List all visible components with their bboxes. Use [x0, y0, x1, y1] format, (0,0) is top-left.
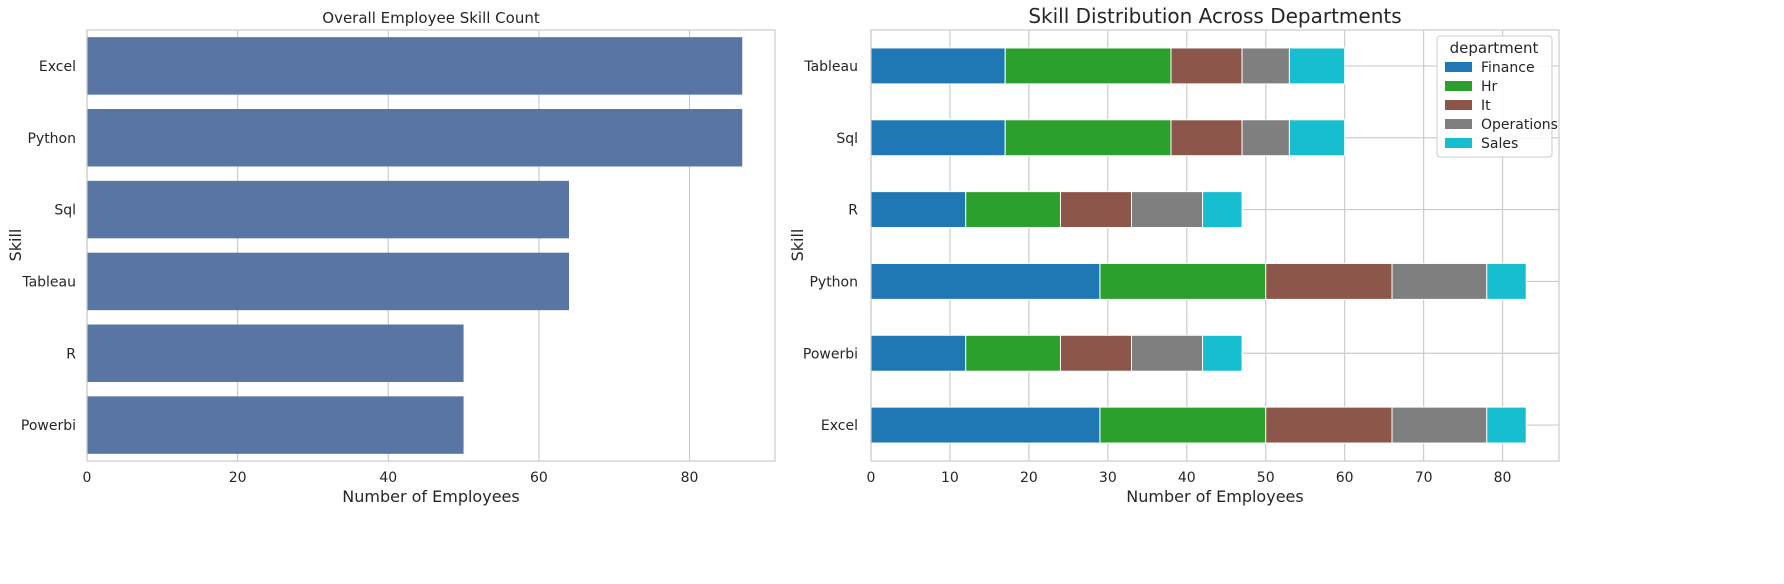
bar-sql-it	[1170, 119, 1243, 157]
x-tick-label: 40	[1178, 470, 1196, 486]
x-tick-label: 0	[867, 470, 876, 486]
x-tick-label: 40	[379, 470, 397, 486]
x-tick-label: 60	[1336, 470, 1354, 486]
x-tick-label: 10	[941, 470, 959, 486]
y-tick-label: Sql	[836, 131, 858, 147]
bars	[87, 37, 743, 454]
x-axis-label: Number of Employees	[1126, 487, 1303, 506]
bar-tableau-it	[1170, 47, 1243, 85]
legend-label-finance: Finance	[1481, 60, 1535, 76]
chart-title: Overall Employee Skill Count	[322, 9, 540, 27]
x-tick-label: 50	[1257, 470, 1275, 486]
y-tick-label: Powerbi	[21, 418, 76, 434]
bar-python	[87, 109, 743, 167]
y-tick-labels: Excel Python Sql Tableau R Powerbi	[21, 59, 76, 434]
bar-excel-finance	[870, 406, 1101, 444]
bar-excel-operations	[1391, 406, 1488, 444]
bar-r-hr	[965, 191, 1061, 229]
y-axis-label: Skill	[788, 229, 807, 262]
x-tick-label: 80	[1494, 470, 1512, 486]
bar-r-finance	[870, 191, 967, 229]
bar-excel-hr	[1099, 406, 1267, 444]
legend-label-operations: Operations	[1481, 117, 1558, 133]
x-tick-labels: 0 20 40 60 80	[83, 470, 699, 486]
bar-tableau	[87, 252, 570, 311]
y-tick-label: Excel	[39, 59, 76, 75]
bar-powerbi-operations	[1131, 334, 1204, 372]
y-tick-label: Tableau	[803, 59, 858, 75]
legend-title: department	[1450, 39, 1539, 57]
bar-tableau-finance	[870, 47, 1006, 85]
bar-excel-sales	[1486, 406, 1527, 444]
bar-sql-sales	[1288, 119, 1346, 157]
x-tick-label: 20	[229, 470, 247, 486]
chart-title: Skill Distribution Across Departments	[1028, 4, 1401, 28]
y-tick-label: Python	[27, 131, 76, 147]
y-tick-labels: Tableau Sql R Python Powerbi Excel	[803, 59, 858, 434]
legend-label-hr: Hr	[1481, 79, 1498, 95]
legend-label-sales: Sales	[1481, 136, 1518, 152]
bar-r-operations	[1131, 191, 1204, 229]
skill-count-chart: 0 20 40 60 80 ExcelPythonSqlTableauRPowerbi …	[6, 9, 776, 506]
legend-swatch-hr	[1445, 81, 1472, 91]
bar-python-operations	[1391, 262, 1488, 300]
x-tick-label: 30	[1099, 470, 1117, 486]
bar-tableau-hr	[1004, 47, 1172, 85]
x-tick-label: 20	[1020, 470, 1038, 486]
y-tick-label: Sql	[54, 203, 76, 219]
y-axis-label: Skill	[6, 229, 25, 262]
x-tick-label: 70	[1415, 470, 1433, 486]
bar-powerbi-hr	[965, 334, 1061, 372]
y-tick-label: Tableau	[21, 274, 76, 290]
bar-powerbi	[87, 396, 464, 454]
bar-sql-finance	[870, 119, 1006, 157]
bar-excel-it	[1265, 406, 1393, 444]
bar-r-sales	[1202, 191, 1243, 229]
bar-sql-hr	[1004, 119, 1172, 157]
legend-swatch-finance	[1445, 62, 1472, 72]
bar-tableau-operations	[1241, 47, 1290, 85]
bar-python-sales	[1486, 262, 1527, 300]
bar-python-hr	[1099, 262, 1267, 300]
x-tick-label: 80	[681, 470, 699, 486]
bar-sql-operations	[1241, 119, 1290, 157]
y-tick-label: R	[848, 203, 858, 219]
legend-swatch-sales	[1445, 138, 1472, 148]
bar-powerbi-sales	[1202, 334, 1243, 372]
x-axis-label: Number of Employees	[342, 487, 519, 506]
bar-excel	[87, 37, 743, 95]
bar-powerbi-finance	[870, 334, 967, 372]
legend-swatch-it	[1445, 100, 1472, 110]
bar-sql	[87, 180, 570, 239]
y-tick-label: Excel	[821, 418, 858, 434]
x-tick-labels: 0 10 20 30 40 50 60 70 80	[867, 470, 1512, 486]
plot-area	[87, 30, 775, 461]
legend-items: Finance Hr It Operations Sales	[1445, 60, 1558, 152]
y-tick-label: Powerbi	[803, 346, 858, 362]
y-tick-label: Python	[809, 274, 858, 290]
bar-powerbi-it	[1059, 334, 1133, 372]
bar-python-it	[1265, 262, 1393, 300]
stacked-bars	[870, 47, 1527, 444]
legend-label-it: It	[1481, 98, 1491, 114]
bar-r-it	[1059, 191, 1133, 229]
x-tick-label: 0	[83, 470, 92, 486]
bar-python-finance	[870, 262, 1101, 300]
plot-frame	[86, 29, 776, 462]
legend-swatch-operations	[1445, 119, 1472, 129]
y-tick-label: R	[66, 346, 76, 362]
plot-frame	[870, 29, 1560, 462]
bar-r	[87, 324, 464, 382]
department-distribution-chart: 0 10 20 30 40 50 60 70 80 Tableau Sql R Python Power…	[788, 4, 1560, 506]
bar-tableau-sales	[1288, 47, 1346, 85]
x-tick-label: 60	[530, 470, 548, 486]
legend: department Finance Hr It Operations Sales	[1436, 35, 1558, 158]
